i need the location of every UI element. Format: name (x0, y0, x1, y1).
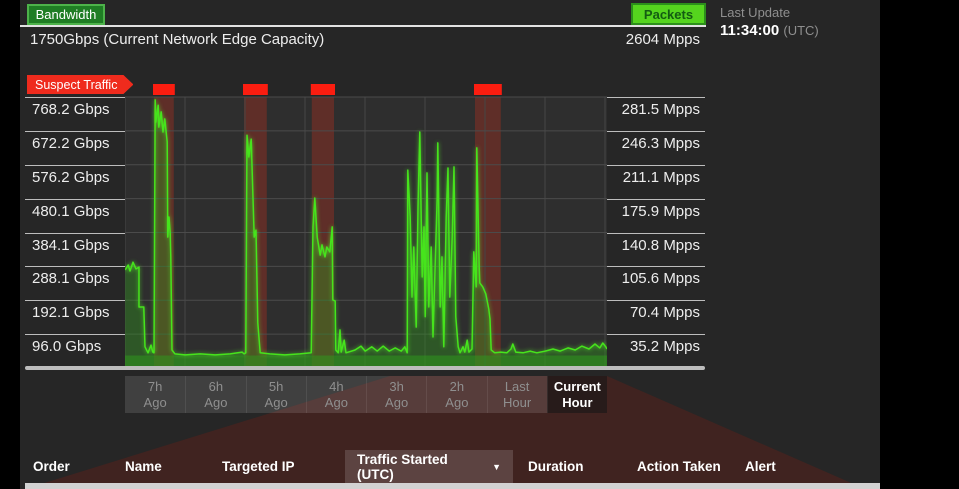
left-gridline (25, 130, 125, 132)
right-gridline (607, 266, 705, 268)
sort-caret-down-icon: ▼ (492, 461, 501, 472)
hour-label-4h: 4h Ago (305, 376, 366, 413)
left-gridline (25, 164, 125, 166)
header-divider (20, 25, 706, 27)
right-axis-tick: 281.5 Mpps (621, 101, 700, 118)
right-axis-tick: 70.4 Mpps (629, 304, 700, 322)
column-label: Alert (745, 459, 776, 474)
suspect-band-cap (310, 84, 335, 95)
bottom-scrollbar[interactable] (25, 483, 880, 489)
bandwidth-tab[interactable]: Bandwidth (27, 4, 105, 25)
left-axis-tick: 288.1 Gbps (32, 270, 110, 288)
hour-label-7h: 7h Ago (143, 379, 167, 410)
right-axis-tick: 211.1 Mpps (622, 168, 700, 186)
right-gridline (607, 334, 705, 336)
left-axis-tick: 96.0 Gbps (32, 338, 102, 356)
column-header-alert[interactable]: Alert (745, 450, 776, 483)
right-gridline (607, 232, 705, 234)
right-gridline (607, 130, 705, 132)
x-axis-line (25, 366, 705, 370)
bandwidth-chart (125, 84, 607, 368)
column-label: Name (125, 459, 162, 474)
hour-label-5h: 5h Ago (245, 376, 306, 413)
left-axis-tick: 672.2 Gbps (32, 134, 110, 152)
x-axis-labels: 7h Ago 6h Ago 5h Ago 4h Ago 3h Ago 2h Ago Last Hour Cu… (125, 376, 607, 413)
column-label: Action Taken (637, 459, 721, 474)
right-axis-tick: 105.6 Mpps (621, 270, 700, 288)
column-label: Traffic Started (UTC) (357, 451, 448, 482)
hour-label-last: Last Hour (486, 376, 547, 413)
left-axis-tick: 192.1 Gbps (32, 304, 110, 322)
left-gridline (25, 198, 125, 200)
suspect-traffic-badge[interactable]: Suspect Traffic (27, 75, 133, 94)
hour-label-current: Current Hour (546, 376, 607, 413)
column-header-targeted-ip[interactable]: Targeted IP (222, 450, 295, 483)
left-axis-tick: 576.2 Gbps (32, 168, 110, 186)
last-update-clock: 11:34:00 (720, 22, 780, 39)
right-axis-tick: 140.8 Mpps (621, 236, 700, 254)
left-gridline (25, 266, 125, 268)
last-update-label: Last Update (720, 5, 791, 20)
suspect-band-cap (242, 84, 268, 95)
column-header-duration[interactable]: Duration (528, 450, 584, 483)
edge-capacity-text: 1750Gbps (Current Network Edge Capacity) (30, 31, 325, 48)
right-gridline (607, 164, 705, 166)
left-axis-tick: 384.1 Gbps (32, 236, 110, 254)
traffic-panel: Bandwidth 1750Gbps (Current Network Edge… (20, 0, 880, 489)
column-header-traffic-started-utc[interactable]: Traffic Started (UTC) ▼ (345, 450, 513, 483)
left-gridline (25, 97, 125, 98)
column-label: Order (33, 459, 70, 474)
right-gridline (607, 97, 705, 98)
column-label: Targeted IP (222, 459, 295, 474)
right-gridline (607, 198, 705, 200)
right-axis-tick: 175.9 Mpps (621, 202, 700, 220)
left-gridline (25, 232, 125, 234)
last-update-time: 11:34:00 (UTC) (720, 22, 819, 39)
right-gridline (607, 300, 705, 302)
left-axis-tick: 768.2 Gbps (32, 101, 110, 118)
left-gridline (25, 334, 125, 336)
hour-label-6h: 6h Ago (185, 376, 245, 413)
right-axis-tick: 35.2 Mpps (629, 338, 700, 356)
chart-canvas (125, 84, 607, 368)
hour-label-2h: 2h Ago (426, 376, 486, 413)
column-header-name[interactable]: Name (125, 450, 162, 483)
last-update: Last Update 11:34:00 (UTC) (720, 5, 819, 39)
packets-value: 2604 Mpps (625, 31, 700, 48)
packets-tab[interactable]: Packets (631, 3, 706, 25)
traffic-base (125, 355, 607, 368)
hour-label-3h: 3h Ago (366, 376, 426, 413)
suspect-band-cap (152, 84, 175, 95)
last-update-timezone: (UTC) (783, 23, 819, 38)
left-axis-tick: 480.1 Gbps (32, 202, 110, 220)
column-label: Duration (528, 459, 584, 474)
left-gridline (25, 300, 125, 302)
events-table-header: Order Name Targeted IP Traffic Started (UTC… (20, 450, 880, 483)
suspect-band-cap (473, 84, 502, 95)
traffic-line (125, 99, 607, 356)
column-header-action-taken[interactable]: Action Taken (637, 450, 721, 483)
right-axis-tick: 246.3 Mpps (621, 134, 700, 152)
column-header-order[interactable]: Order (33, 450, 70, 483)
